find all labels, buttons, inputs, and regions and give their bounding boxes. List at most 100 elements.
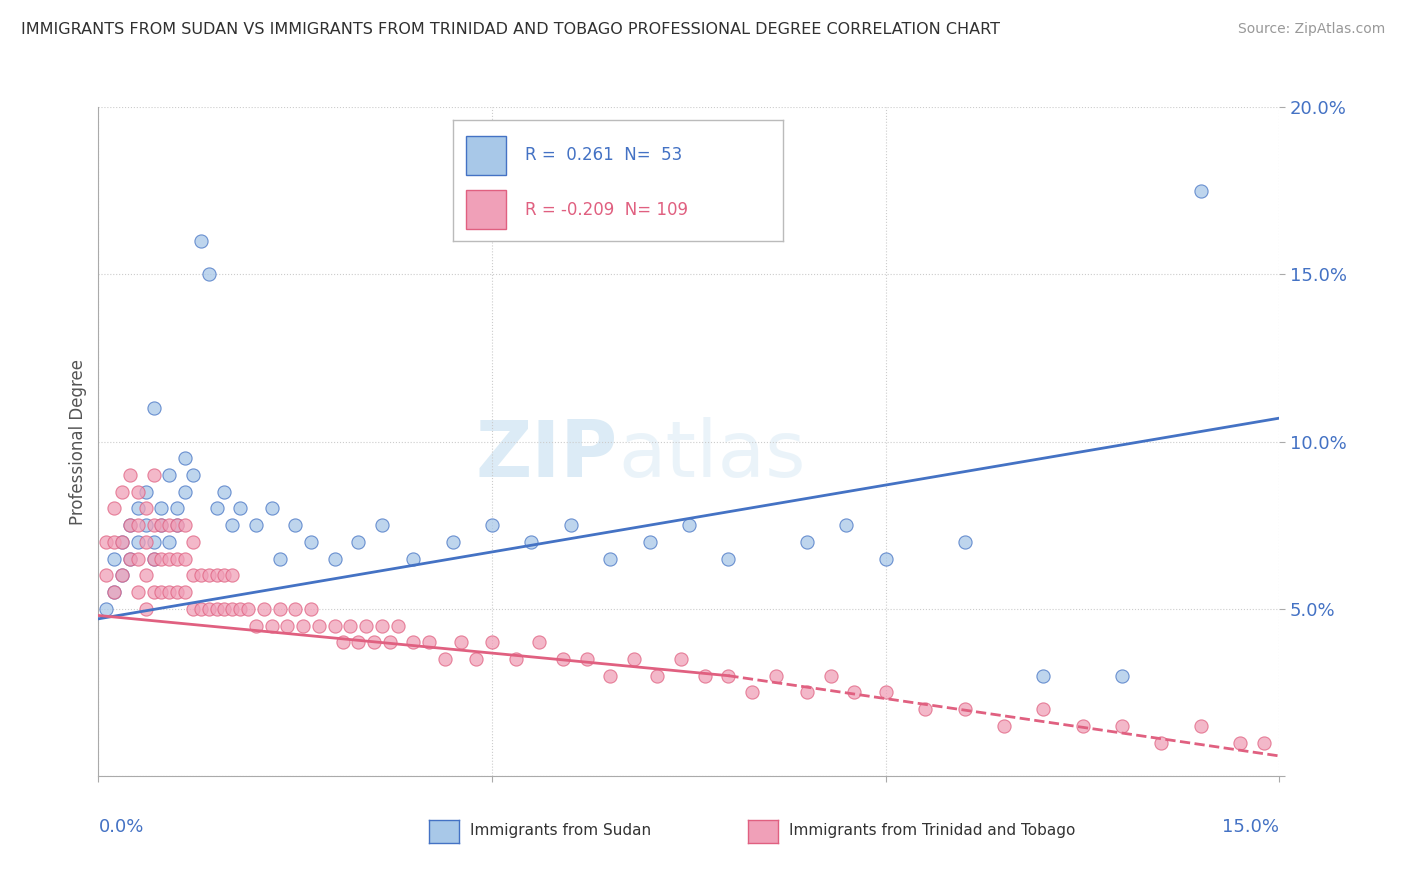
Point: [221, 518, 243, 533]
Point: [96, 534, 118, 549]
Point: [127, 518, 149, 533]
Point: [166, 585, 188, 599]
Point: [127, 585, 149, 599]
Point: [142, 585, 165, 599]
Point: [157, 551, 180, 566]
Text: 15.0%: 15.0%: [1222, 818, 1279, 836]
Point: [197, 601, 219, 615]
Point: [1032, 669, 1054, 683]
Point: [150, 501, 173, 516]
Point: [103, 551, 125, 566]
Text: IMMIGRANTS FROM SUDAN VS IMMIGRANTS FROM TRINIDAD AND TOBAGO PROFESSIONAL DEGREE: IMMIGRANTS FROM SUDAN VS IMMIGRANTS FROM…: [21, 22, 1000, 37]
Point: [717, 669, 740, 683]
Point: [450, 635, 472, 649]
Point: [693, 669, 716, 683]
Point: [1371, 752, 1393, 766]
Point: [363, 635, 385, 649]
Point: [157, 585, 180, 599]
Point: [717, 551, 740, 566]
Point: [299, 534, 322, 549]
Point: [142, 551, 165, 566]
Point: [135, 484, 157, 499]
Point: [127, 484, 149, 499]
Point: [142, 518, 165, 533]
Point: [1032, 702, 1054, 716]
Point: [118, 551, 141, 566]
Point: [111, 568, 134, 582]
Point: [157, 534, 180, 549]
Point: [402, 551, 425, 566]
Point: [229, 501, 252, 516]
Point: [529, 635, 551, 649]
Point: [402, 635, 425, 649]
Point: [387, 618, 409, 632]
Point: [221, 568, 243, 582]
Point: [520, 534, 543, 549]
Text: Immigrants from Sudan: Immigrants from Sudan: [471, 823, 651, 838]
Point: [229, 601, 252, 615]
Point: [418, 635, 440, 649]
Point: [347, 534, 370, 549]
Point: [96, 568, 118, 582]
Text: 0.0%: 0.0%: [98, 818, 143, 836]
Point: [669, 652, 692, 666]
Point: [111, 484, 134, 499]
Point: [323, 618, 346, 632]
Point: [103, 585, 125, 599]
Point: [111, 534, 134, 549]
Point: [433, 652, 456, 666]
Point: [1111, 719, 1133, 733]
Text: Source: ZipAtlas.com: Source: ZipAtlas.com: [1237, 22, 1385, 37]
Point: [135, 501, 157, 516]
Point: [284, 601, 307, 615]
Point: [96, 601, 118, 615]
Point: [1071, 719, 1094, 733]
Point: [551, 652, 574, 666]
Point: [103, 585, 125, 599]
Point: [465, 652, 488, 666]
Point: [142, 467, 165, 482]
Point: [560, 518, 582, 533]
Point: [1229, 735, 1251, 749]
Point: [181, 568, 204, 582]
Point: [214, 484, 236, 499]
Point: [741, 685, 763, 699]
Point: [181, 467, 204, 482]
Point: [339, 618, 361, 632]
Point: [150, 585, 173, 599]
Point: [647, 669, 669, 683]
Point: [135, 601, 157, 615]
Point: [118, 518, 141, 533]
Point: [174, 451, 197, 466]
Point: [599, 551, 621, 566]
Point: [638, 534, 661, 549]
Point: [844, 685, 866, 699]
Point: [135, 518, 157, 533]
Point: [221, 601, 243, 615]
Point: [1111, 669, 1133, 683]
Point: [260, 501, 283, 516]
Point: [953, 534, 976, 549]
Point: [174, 551, 197, 566]
Point: [118, 518, 141, 533]
Point: [796, 685, 818, 699]
Point: [190, 601, 212, 615]
Point: [103, 501, 125, 516]
Point: [276, 618, 298, 632]
Point: [820, 669, 842, 683]
Point: [245, 618, 267, 632]
Point: [166, 551, 188, 566]
Point: [796, 534, 818, 549]
Point: [875, 551, 897, 566]
Point: [575, 652, 598, 666]
Point: [205, 601, 228, 615]
Point: [142, 534, 165, 549]
Point: [157, 467, 180, 482]
Point: [993, 719, 1015, 733]
Point: [205, 568, 228, 582]
Point: [1347, 735, 1369, 749]
Point: [269, 551, 291, 566]
Point: [269, 601, 291, 615]
Point: [1308, 735, 1330, 749]
Point: [190, 568, 212, 582]
